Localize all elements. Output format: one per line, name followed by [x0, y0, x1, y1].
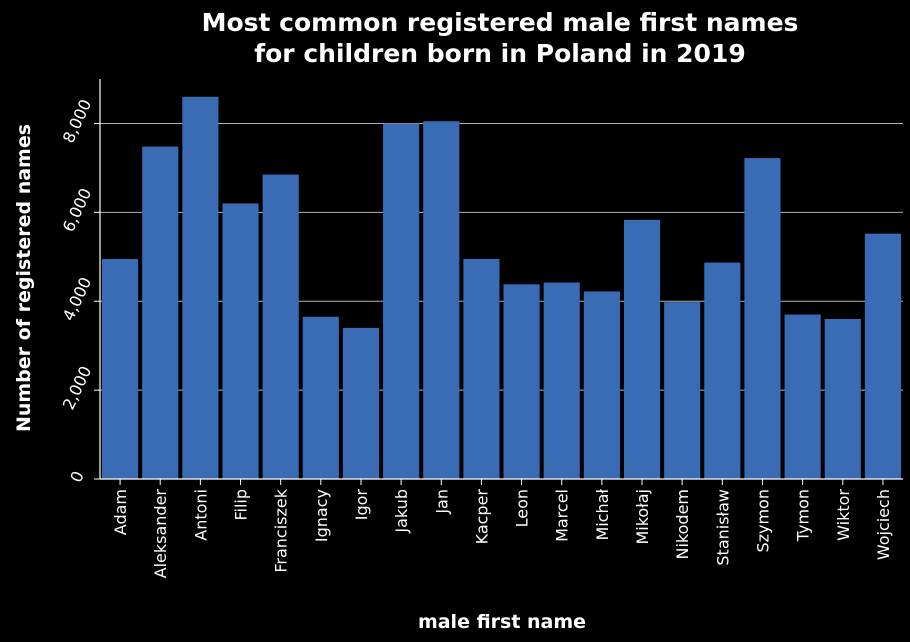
x-axis-label: male first name [418, 611, 586, 633]
y-tick-labels: 0 2,000 4,000 6,000 8,000 [59, 96, 96, 485]
grid-lines [100, 122, 903, 391]
bar-jan [423, 121, 460, 479]
x-tick-label: Filip [232, 489, 251, 521]
axes [94, 79, 903, 485]
bar-tymon [784, 314, 821, 479]
x-tick-label: Wiktor [834, 489, 853, 541]
y-tick-label: 4,000 [59, 274, 96, 324]
y-tick-label: 6,000 [59, 185, 96, 235]
x-tick-label: Leon [513, 489, 532, 527]
x-tick-label: Mikołaj [633, 489, 652, 545]
x-tick-label: Jan [432, 489, 451, 515]
x-tick-label: Jakub [392, 489, 411, 534]
bar-filip [222, 203, 259, 479]
x-tick-label: Michał [593, 489, 612, 541]
bar-adam [102, 259, 139, 479]
bar-ignacy [302, 316, 339, 479]
bar-igor [342, 327, 380, 479]
bar-michał [583, 291, 620, 479]
x-tick-label: Nikodem [673, 489, 692, 559]
x-tick-label: Franciszek [272, 488, 291, 572]
x-tick-label: Igor [352, 489, 371, 521]
bar-nikodem [664, 302, 701, 479]
bar-mikołaj [623, 219, 661, 479]
bar-franciszek [262, 174, 299, 480]
y-tick-label: 8,000 [59, 96, 96, 146]
x-tick-label: Adam [111, 489, 130, 535]
bar-szymon [744, 158, 781, 479]
y-axis-label: Number of registered names [13, 124, 35, 432]
y-tick-label: 2,000 [59, 363, 96, 413]
bar-wiktor [824, 319, 861, 479]
bars [102, 96, 901, 480]
x-tick-label: Tymon [794, 489, 813, 542]
bar-kacper [463, 259, 500, 479]
x-tick-label: Aleksander [151, 489, 170, 579]
x-tick-label: Kacper [472, 489, 491, 545]
bar-jakub [383, 123, 420, 479]
x-tick-label: Marcel [553, 489, 572, 542]
chart-title-line-1: Most common registered male first names [202, 8, 799, 37]
bar-leon [503, 284, 540, 479]
x-tick-label: Stanisław [713, 489, 732, 566]
y-tick-label: 0 [66, 468, 88, 485]
bar-stanisław [704, 262, 741, 479]
bar-marcel [543, 282, 580, 479]
x-tick-labels: Adam Aleksander Antoni Filip Franciszek Ignac… [111, 488, 893, 578]
bar-aleksander [142, 146, 179, 480]
x-tick-label: Szymon [753, 489, 772, 553]
x-tick-label: Ignacy [312, 489, 331, 542]
bar-wojciech [864, 233, 901, 479]
x-tick-label: Antoni [191, 489, 210, 541]
bar-antoni [182, 96, 219, 480]
chart-title-line-2: for children born in Poland in 2019 [254, 39, 745, 68]
x-tick-label: Wojciech [874, 489, 893, 560]
